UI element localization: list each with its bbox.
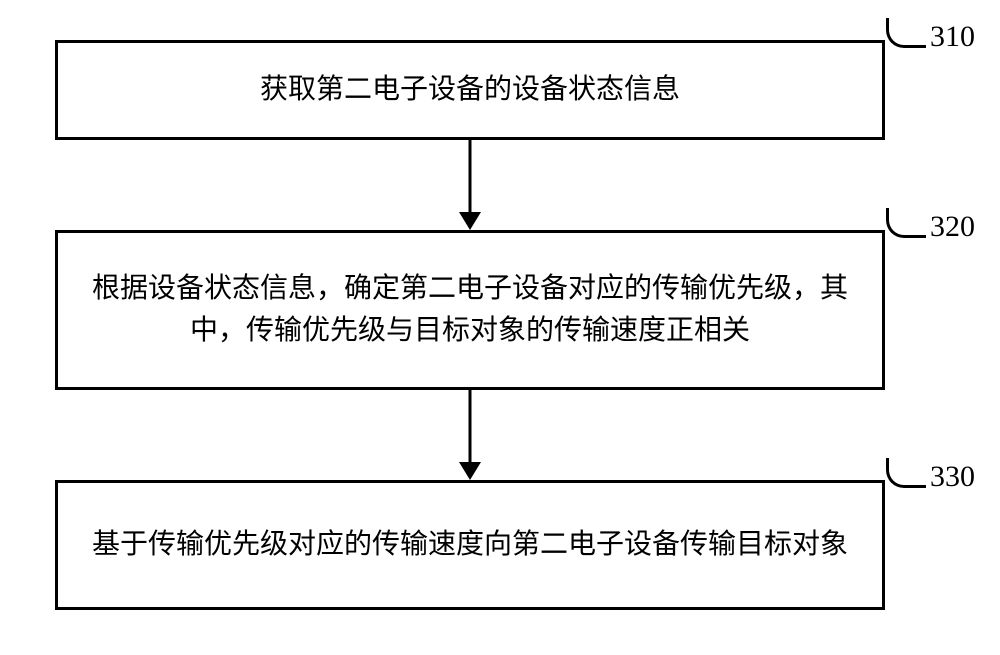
step-310-hook: [886, 18, 926, 48]
arrow-310-320-head: [459, 212, 481, 230]
step-330-label: 330: [930, 460, 975, 494]
step-330-box: 基于传输优先级对应的传输速度向第二电子设备传输目标对象: [55, 480, 885, 610]
step-330-hook: [886, 458, 926, 488]
step-310-box: 获取第二电子设备的设备状态信息: [55, 40, 885, 140]
step-330-text: 基于传输优先级对应的传输速度向第二电子设备传输目标对象: [92, 524, 848, 566]
step-320-text: 根据设备状态信息，确定第二电子设备对应的传输优先级，其中，传输优先级与目标对象的…: [78, 268, 862, 352]
step-310-label: 310: [930, 20, 975, 54]
step-320-hook: [886, 208, 926, 238]
flowchart-canvas: 获取第二电子设备的设备状态信息 310 根据设备状态信息，确定第二电子设备对应的…: [0, 0, 1000, 655]
arrow-310-320-line: [469, 140, 472, 212]
arrow-320-330-head: [459, 462, 481, 480]
step-310-text: 获取第二电子设备的设备状态信息: [260, 69, 680, 111]
arrow-320-330-line: [469, 390, 472, 462]
step-320-box: 根据设备状态信息，确定第二电子设备对应的传输优先级，其中，传输优先级与目标对象的…: [55, 230, 885, 390]
step-320-label: 320: [930, 210, 975, 244]
